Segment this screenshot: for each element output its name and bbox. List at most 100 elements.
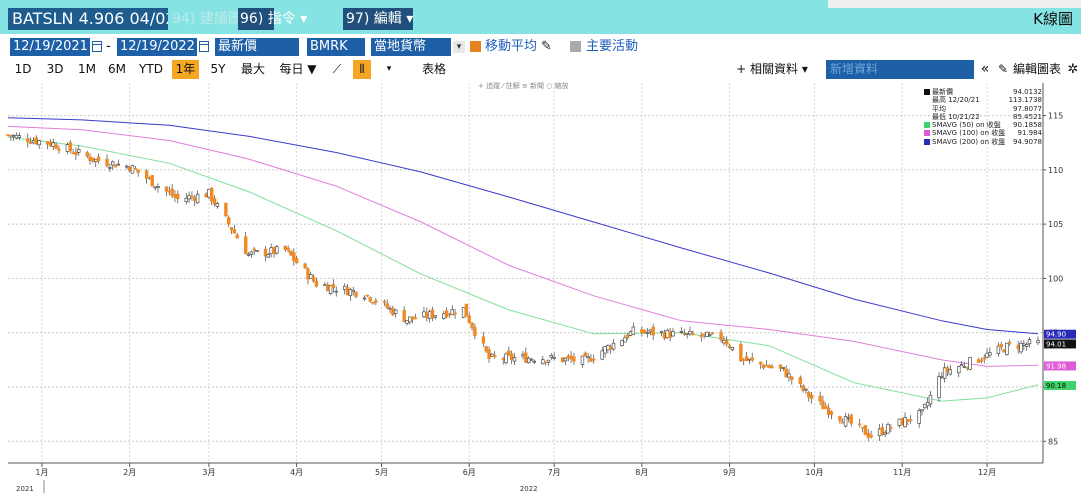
edit-chart-button[interactable]: 編輯圖表 — [1012, 62, 1061, 76]
candle-down — [9, 134, 13, 137]
chevron-down-icon[interactable]: ▾ — [453, 41, 465, 53]
candle-up — [521, 354, 525, 357]
candle-down — [642, 329, 647, 334]
moving-average-label[interactable]: 移動平均 — [485, 39, 538, 54]
price-field-select[interactable]: 最新價 — [215, 38, 299, 56]
candle-up — [110, 161, 115, 166]
key-events-checkbox[interactable] — [570, 41, 581, 52]
x-tick-label: 3月 — [202, 468, 215, 477]
candle-down — [464, 303, 469, 317]
end-date-input[interactable]: 12/19/2022 — [117, 38, 197, 56]
currency-select[interactable]: 當地貨幣 — [371, 38, 451, 56]
candle-down — [592, 358, 596, 361]
candle-up — [31, 140, 36, 144]
period-ytd[interactable]: YTD — [139, 62, 163, 76]
candle-up — [108, 167, 112, 169]
candle-up — [671, 331, 675, 337]
candle-down — [430, 309, 435, 319]
ticker-field[interactable]: BATSLN 4.906 04/02 — [8, 8, 168, 30]
candle-down — [889, 427, 893, 429]
candle-up — [195, 193, 200, 204]
benchmark-input[interactable]: BMRK — [307, 38, 365, 56]
period-1d[interactable]: 1D — [14, 62, 32, 76]
candle-down — [566, 355, 570, 359]
pencil-icon[interactable]: ✎ — [541, 39, 552, 54]
candle-up — [490, 353, 494, 357]
filter-bar: 12/19/2021 - 12/19/2022 最新價 BMRK 當地貨幣 ▾ … — [0, 38, 1081, 58]
candle-down — [173, 194, 177, 198]
candle-up — [77, 149, 81, 153]
sma200-line — [7, 117, 1039, 335]
candle-up — [705, 331, 709, 337]
candlestick-icon[interactable]: ⫴ — [353, 60, 371, 79]
period-6m[interactable]: 6M — [108, 62, 126, 76]
edit-button-bg — [343, 8, 413, 30]
period-1m[interactable]: 1M — [78, 62, 96, 76]
candle-up — [903, 417, 907, 428]
candle-down — [818, 395, 822, 402]
candle-down — [560, 357, 565, 363]
edit-button[interactable]: 97) 編輯 ▾ — [346, 11, 414, 27]
candle-up — [846, 416, 851, 419]
suggest-chart-button[interactable]: 94) 建議圖表 — [172, 11, 256, 27]
legend-swatch — [924, 138, 930, 145]
candle-up — [580, 355, 585, 365]
candle-down — [150, 175, 155, 187]
start-date-input[interactable]: 12/19/2021 — [10, 38, 90, 56]
candle-down — [227, 217, 231, 225]
candle-down — [167, 190, 171, 193]
candle-up — [1027, 339, 1032, 345]
candle-up — [343, 285, 347, 290]
related-data-button[interactable]: + 相關資料 ▾ — [736, 62, 808, 76]
candle-down — [74, 151, 78, 156]
calendar-icon[interactable] — [199, 41, 209, 52]
period-5y[interactable]: 5Y — [210, 62, 226, 76]
candle-down — [447, 313, 452, 316]
chart-type-label[interactable]: K線圖 — [1033, 10, 1073, 28]
candle-up — [1022, 343, 1026, 346]
chevron-down-icon[interactable]: ▾ — [386, 64, 392, 74]
candle-up — [928, 394, 933, 405]
candle-down — [294, 257, 299, 264]
candle-up — [184, 197, 188, 202]
commands-button[interactable]: 96) 指令 ▾ — [240, 11, 308, 27]
frequency-select[interactable]: 每日 ▼ — [279, 62, 317, 76]
candle-down — [625, 334, 630, 339]
candle-down — [501, 358, 505, 360]
candle-down — [702, 333, 706, 336]
y-tick-label: 110 — [1048, 166, 1063, 175]
key-events-label[interactable]: 主要活動 — [586, 39, 639, 54]
pencil-icon[interactable]: ✎ — [997, 62, 1009, 76]
new-data-input[interactable]: 新增資料 — [826, 60, 974, 79]
candle-up — [917, 410, 921, 424]
candle-up — [334, 290, 338, 293]
date-separator: - — [106, 39, 111, 54]
candle-down — [507, 350, 511, 356]
gear-icon[interactable]: ✲ — [1067, 62, 1079, 77]
calendar-icon[interactable] — [92, 41, 102, 52]
collapse-icon[interactable]: « — [980, 61, 990, 77]
table-button[interactable]: 表格 — [421, 62, 446, 76]
candle-down — [509, 353, 514, 361]
period-max[interactable]: 最大 — [240, 62, 265, 76]
chart-tools[interactable]: + 追蹤 ⁄ 註解 ≡ 新聞 ○ 縮放 — [478, 82, 569, 90]
moving-average-checkbox[interactable] — [470, 41, 481, 52]
candle-down — [841, 421, 845, 424]
candle-up — [959, 364, 964, 366]
candle-down — [543, 361, 548, 364]
candle-up — [606, 345, 610, 351]
candle-up — [450, 309, 454, 316]
x-tick-label: 5月 — [375, 468, 388, 477]
candle-down — [1008, 341, 1012, 344]
candle-down — [286, 247, 290, 251]
price-chart[interactable]: 8590951001051101151月2月3月4月5月6月7月8月9月10月1… — [0, 80, 1081, 498]
candle-down — [232, 229, 237, 234]
period-3d[interactable]: 3D — [46, 62, 64, 76]
candle-up — [529, 358, 534, 361]
candle-down — [453, 312, 457, 315]
candle-down — [204, 193, 208, 198]
candle-up — [249, 251, 254, 255]
candle-up — [563, 357, 568, 362]
period-1y[interactable]: 1年 — [172, 60, 199, 79]
line-chart-icon[interactable]: ⟋ — [332, 62, 342, 76]
